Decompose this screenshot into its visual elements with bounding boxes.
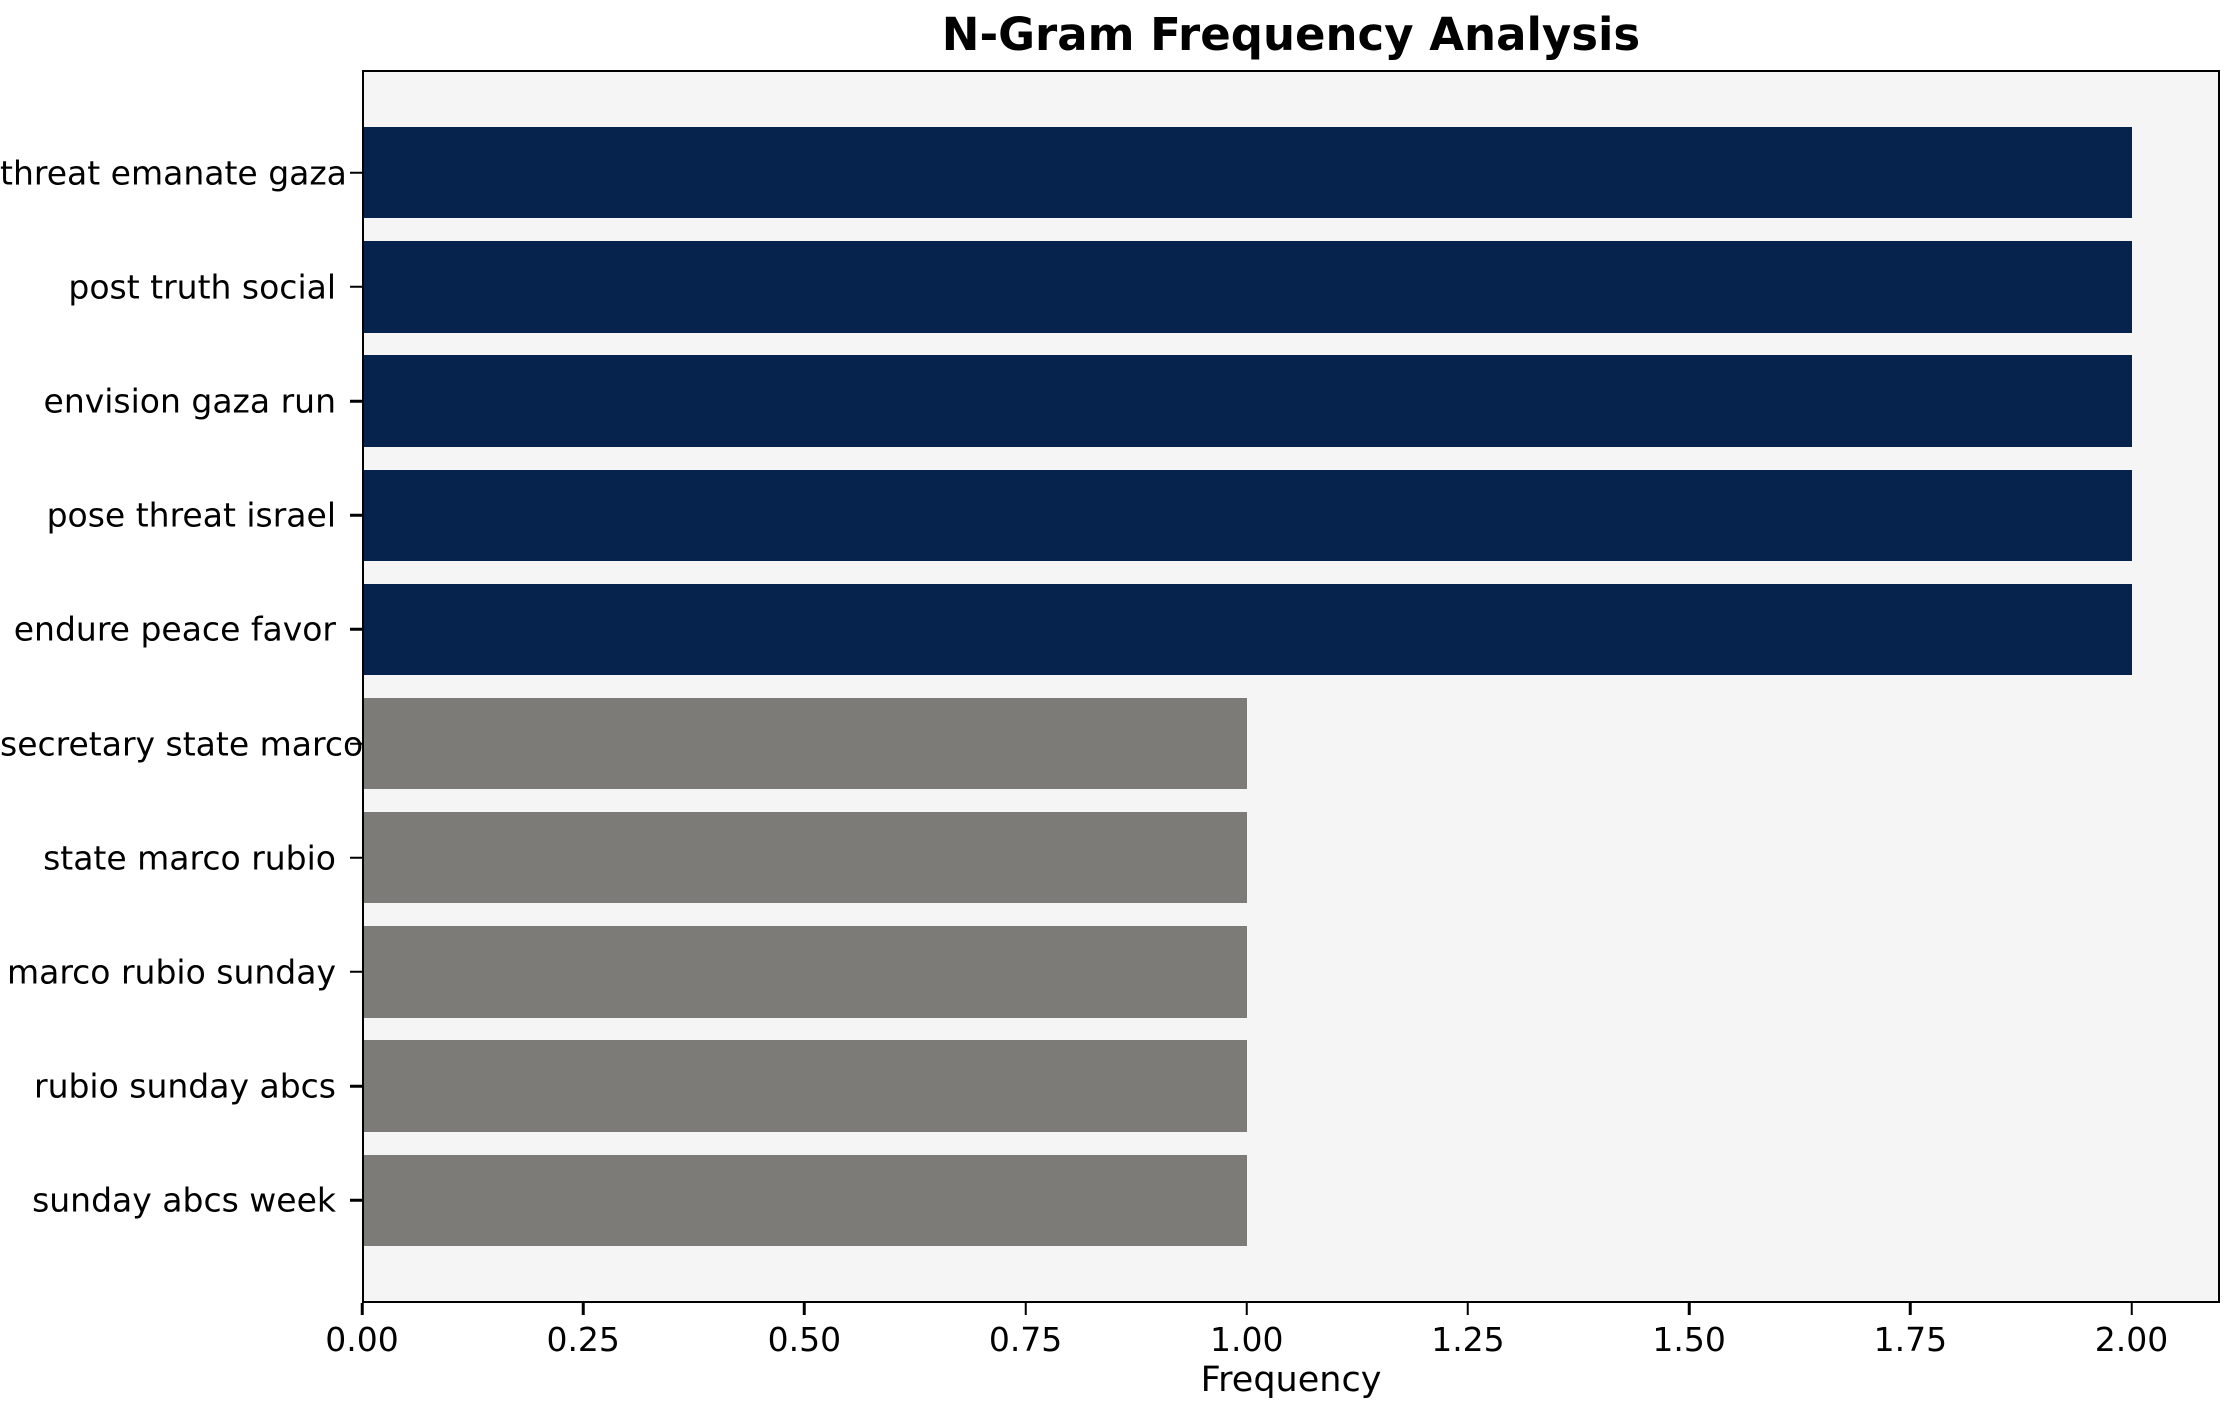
x-tick-mark	[803, 1303, 806, 1315]
x-tick-label: 1.75	[1873, 1320, 1948, 1359]
x-tick-mark	[1909, 1303, 1912, 1315]
bar	[362, 355, 2132, 447]
bar	[362, 926, 1247, 1018]
x-tick-label: 0.50	[767, 1320, 842, 1359]
x-axis-label: Frequency	[1200, 1360, 1382, 1400]
y-tick-label: threat emanate gaza	[0, 153, 347, 193]
x-tick-label: 0.25	[546, 1320, 620, 1359]
bar	[362, 469, 2132, 561]
y-tick-mark	[350, 970, 362, 974]
plot-area	[362, 70, 2220, 1303]
x-tick-label: 2.00	[2094, 1320, 2169, 1359]
y-tick-mark	[350, 742, 362, 745]
y-tick-mark	[350, 628, 362, 631]
x-tick-mark	[581, 1303, 585, 1315]
y-tick-mark	[350, 1199, 362, 1202]
y-tick-label: state marco rubio	[43, 838, 336, 878]
y-tick-mark	[350, 856, 362, 859]
y-tick-mark	[350, 399, 362, 403]
y-tick-label: secretary state marco	[0, 724, 364, 764]
y-tick-label: pose threat israel	[46, 495, 336, 535]
bar	[362, 1154, 1247, 1246]
x-tick-mark	[1466, 1303, 1470, 1315]
x-tick-mark	[1024, 1303, 1027, 1315]
y-tick-label: envision gaza run	[43, 381, 336, 421]
y-tick-mark	[350, 514, 362, 517]
bar	[362, 241, 2132, 333]
y-tick-label: post truth social	[68, 267, 336, 307]
y-tick-mark	[350, 171, 362, 174]
bar	[362, 583, 2132, 676]
bar	[362, 127, 2132, 219]
x-tick-label: 1.50	[1652, 1320, 1726, 1359]
y-tick-label: marco rubio sunday	[6, 952, 336, 992]
x-tick-mark	[360, 1303, 364, 1315]
x-tick-mark	[2130, 1303, 2133, 1315]
x-tick-label: 1.25	[1431, 1320, 1505, 1359]
y-tick-mark	[350, 285, 362, 289]
x-tick-mark	[1687, 1303, 1691, 1315]
bar	[362, 1040, 1247, 1132]
x-tick-label: 0.00	[325, 1320, 399, 1359]
y-tick-mark	[350, 1084, 362, 1088]
x-tick-label: 1.00	[1210, 1320, 1284, 1359]
y-tick-label: sunday abcs week	[32, 1180, 336, 1220]
bar	[362, 812, 1247, 904]
x-tick-label: 0.75	[988, 1320, 1063, 1359]
y-tick-label: endure peace favor	[13, 609, 336, 649]
x-tick-mark	[1245, 1303, 1248, 1315]
chart-title: N-Gram Frequency Analysis	[941, 8, 1641, 61]
bar	[362, 697, 1247, 790]
y-tick-label: rubio sunday abcs	[34, 1066, 336, 1106]
